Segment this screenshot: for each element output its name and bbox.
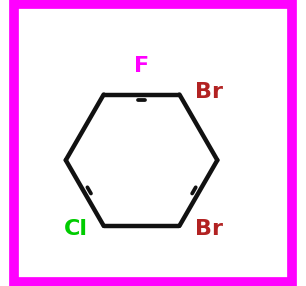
Text: Br: Br xyxy=(195,82,223,102)
Text: Br: Br xyxy=(195,219,223,239)
Text: Cl: Cl xyxy=(64,219,88,239)
Text: F: F xyxy=(134,56,149,76)
